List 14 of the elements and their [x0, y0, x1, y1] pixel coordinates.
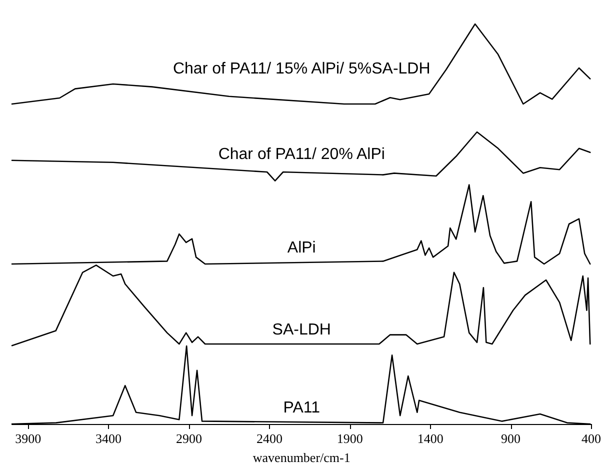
x-tick-label: 3900 — [15, 431, 42, 446]
series-label: SA-LDH — [272, 322, 331, 338]
x-tick-label: 3400 — [96, 431, 122, 446]
x-axis-title: wavenumber/cm-1 — [252, 450, 350, 465]
x-tick-label: 2400 — [256, 431, 282, 446]
x-tick-label: 1900 — [336, 431, 363, 446]
x-tick-label: 1400 — [417, 431, 444, 446]
x-tick-label: 2900 — [176, 431, 202, 446]
series-label: AlPi — [287, 240, 316, 257]
x-tick-label: 900 — [501, 431, 521, 446]
series-label: Char of PA11/ 20% AlPi — [218, 146, 385, 164]
x-tick-label: 400 — [582, 431, 601, 446]
series-label: PA11 — [283, 399, 320, 416]
series-label: Char of PA11/ 15% AlPi/ 5%SA-LDH — [172, 60, 430, 78]
